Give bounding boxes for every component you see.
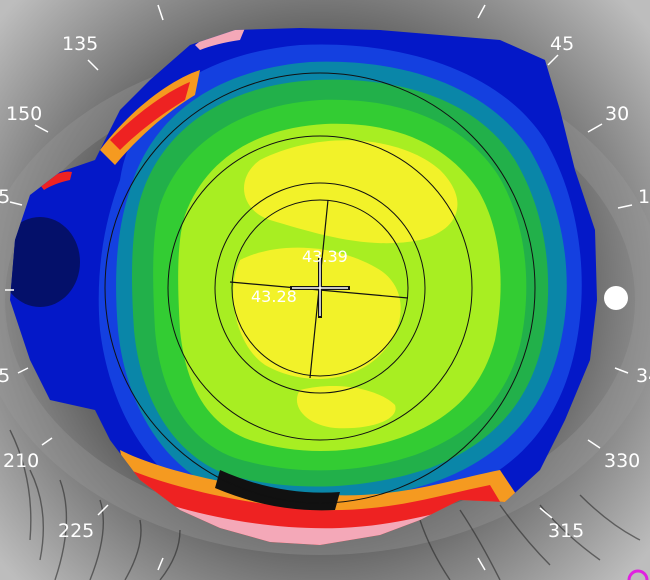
axis-label-150: 150	[6, 103, 43, 125]
ring-outer	[104, 72, 536, 504]
measurement-rings	[104, 72, 536, 504]
reflection-highlight	[604, 286, 628, 310]
corner-marker	[627, 569, 649, 580]
ring-large	[167, 135, 473, 441]
map-yellow-lower	[296, 385, 396, 429]
axis-label-315: 315	[548, 520, 585, 542]
axis-label-195: 195	[0, 365, 11, 387]
axis-label-15: 15	[638, 186, 650, 208]
map-red-upper	[110, 82, 190, 150]
axis-label-135: 135	[62, 33, 99, 55]
axis-label-330: 330	[604, 450, 641, 472]
ring-middle	[214, 182, 426, 394]
map-pink-upper	[195, 28, 245, 50]
center-crosshair	[290, 258, 350, 318]
axis-label-165: 165	[0, 186, 11, 208]
axis-label-345: 345	[636, 365, 650, 387]
axis-ticks	[5, 4, 633, 571]
eyelashes	[9, 429, 641, 580]
eyelid-shadow-bar	[215, 470, 340, 511]
map-red-left	[40, 171, 72, 190]
map-yellow-upper	[243, 140, 458, 244]
flat-k-reading: 43.28	[251, 287, 297, 306]
map-dark-zone	[10, 217, 80, 307]
ring-inner	[231, 199, 409, 377]
axis-label-225: 225	[58, 520, 95, 542]
axis-label-210: 210	[3, 450, 40, 472]
axis-label-30: 30	[605, 103, 630, 125]
axis-label-45: 45	[550, 33, 575, 55]
steep-k-reading: 43.39	[302, 247, 348, 266]
